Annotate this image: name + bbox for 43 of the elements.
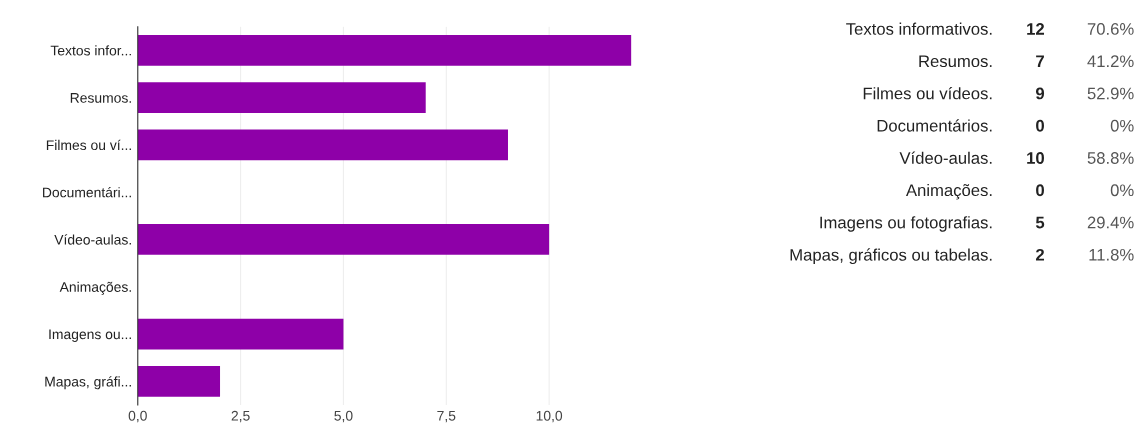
y-tick-label: Documentári... xyxy=(43,186,131,198)
x-tick-label: 2,5 xyxy=(231,410,250,423)
y-tick-label: Animações. xyxy=(59,281,131,295)
category-label: Textos informativos. xyxy=(846,22,992,35)
text: 5 xyxy=(1035,216,1045,229)
y-tick-label: Vídeo-aulas. xyxy=(54,234,131,245)
text: 7 xyxy=(1036,55,1044,67)
bar xyxy=(137,318,344,350)
y-tick-label: Mapas, gráfi... xyxy=(45,376,131,390)
x-tick-label: 7,5 xyxy=(437,411,456,423)
y-tick-label: Imagens ou... xyxy=(49,329,131,342)
y-tick-label: Textos infor... xyxy=(50,45,131,56)
bar xyxy=(137,224,550,255)
category-label: Mapas, gráficos ou tabelas. xyxy=(790,248,992,265)
data-label: 41.2% xyxy=(1087,55,1134,68)
text: 2 xyxy=(1035,248,1045,261)
text: 10 xyxy=(1027,152,1044,164)
data-label: 70.6% xyxy=(1087,23,1134,35)
text: 0 xyxy=(1036,119,1044,132)
x-tick-label: 5,0 xyxy=(334,410,353,423)
x-tick-label: 10,0 xyxy=(536,410,563,423)
data-label: 0% xyxy=(1110,184,1134,197)
data-label: 29.4% xyxy=(1087,216,1134,229)
bar xyxy=(137,34,632,66)
x-tick-label: 0,0 xyxy=(128,410,147,423)
category-label: Documentários. xyxy=(877,119,992,132)
category-label: Imagens ou fotografias. xyxy=(820,216,992,232)
data-label: 0% xyxy=(1110,119,1134,132)
data-label: 58.8% xyxy=(1087,152,1134,164)
category-label: Resumos. xyxy=(919,55,992,68)
bar xyxy=(137,82,426,113)
y-tick-label: Resumos. xyxy=(70,93,131,103)
category-label: Animações. xyxy=(905,183,992,200)
data-label: 52.9% xyxy=(1087,87,1134,100)
bar xyxy=(137,365,221,397)
data-label: 11.8% xyxy=(1089,248,1134,261)
category-label: Vídeo-aulas. xyxy=(899,151,992,164)
text: 0 xyxy=(1036,184,1044,197)
y-tick-label: Filmes ou ví... xyxy=(46,139,131,151)
text: 9 xyxy=(1035,87,1045,100)
category-label: Filmes ou vídeos. xyxy=(863,86,992,100)
text: 12 xyxy=(1027,23,1045,35)
bar xyxy=(137,129,508,161)
